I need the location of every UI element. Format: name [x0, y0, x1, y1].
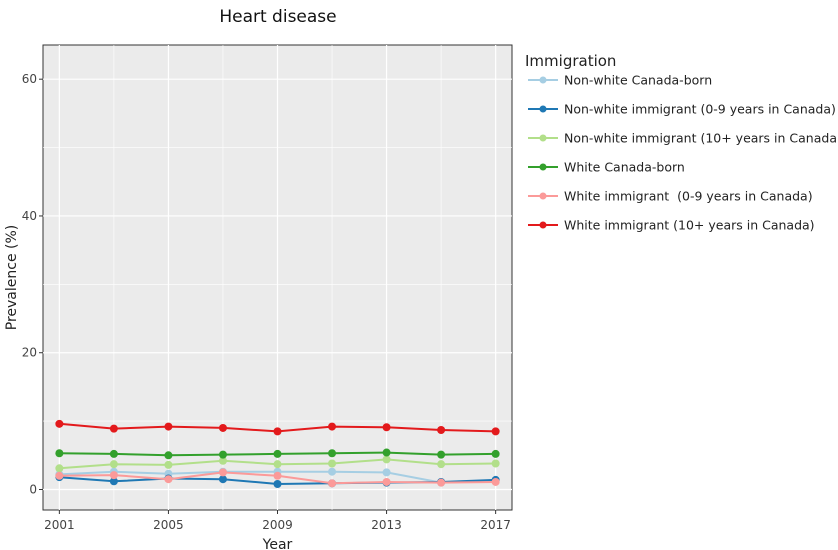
legend-item[interactable]: Non-white immigrant (10+ years in Canada…	[528, 131, 838, 146]
data-point	[55, 449, 64, 458]
data-point	[273, 480, 282, 489]
data-point	[328, 479, 337, 488]
data-point	[328, 449, 337, 458]
data-point	[437, 450, 446, 459]
legend-item[interactable]: Non-white immigrant (0-9 years in Canada…	[528, 102, 836, 117]
data-point	[382, 468, 391, 477]
legend-swatch-marker	[539, 221, 547, 229]
axes: 0 20 40 60 2001 2005 2009 2013 2017	[22, 72, 511, 532]
series-2	[55, 455, 500, 473]
y-tick-label: 40	[22, 209, 37, 223]
legend-item[interactable]: Non-white Canada-born	[528, 73, 712, 88]
data-point	[164, 475, 173, 484]
legend-swatch-marker	[539, 76, 547, 84]
series-layer	[55, 419, 500, 489]
data-point	[164, 460, 173, 469]
legend-swatch-marker	[539, 163, 547, 171]
legend-label: Non-white immigrant (0-9 years in Canada…	[564, 102, 836, 117]
legend-label: White immigrant (0-9 years in Canada)	[564, 189, 813, 204]
data-point	[55, 471, 64, 480]
legend-title: Immigration	[525, 52, 616, 70]
legend-item[interactable]: White Canada-born	[528, 160, 685, 175]
legend-label: White immigrant (10+ years in Canada)	[564, 218, 815, 233]
x-tick-label: 2009	[262, 518, 293, 532]
y-axis-title: Prevalence (%)	[4, 225, 20, 331]
data-point	[55, 419, 64, 428]
x-axis-title: Year	[262, 537, 293, 550]
data-point	[328, 467, 337, 476]
x-tick-label: 2017	[480, 518, 511, 532]
chart-title: Heart disease	[219, 7, 336, 27]
data-point	[109, 424, 118, 433]
data-point	[164, 422, 173, 431]
legend-item[interactable]: White immigrant (0-9 years in Canada)	[528, 189, 813, 204]
data-point	[437, 425, 446, 434]
x-tick-label: 2013	[371, 518, 402, 532]
x-tick-label: 2005	[153, 518, 184, 532]
series-4	[55, 468, 500, 488]
legend-item[interactable]: White immigrant (10+ years in Canada)	[528, 218, 815, 233]
data-point	[437, 460, 446, 469]
data-point	[273, 471, 282, 480]
y-tick-label: 60	[22, 72, 37, 86]
data-point	[491, 459, 500, 468]
data-point	[273, 449, 282, 458]
data-point	[328, 422, 337, 431]
data-point	[109, 471, 118, 480]
data-point	[218, 468, 227, 477]
x-tick-label: 2001	[44, 518, 75, 532]
data-point	[491, 477, 500, 486]
data-point	[218, 456, 227, 465]
data-point	[273, 427, 282, 436]
data-point	[491, 427, 500, 436]
data-point	[109, 477, 118, 486]
data-point	[382, 477, 391, 486]
legend-swatch-marker	[539, 134, 547, 142]
data-point	[218, 450, 227, 459]
data-point	[109, 460, 118, 469]
data-point	[218, 475, 227, 484]
data-point	[164, 451, 173, 460]
y-tick-label: 0	[29, 482, 37, 496]
legend-swatch-marker	[539, 192, 547, 200]
data-point	[382, 423, 391, 432]
legend-label: Non-white immigrant (10+ years in Canada…	[564, 131, 838, 146]
legend-label: Non-white Canada-born	[564, 73, 712, 88]
data-point	[55, 464, 64, 473]
data-point	[218, 423, 227, 432]
data-point	[328, 459, 337, 468]
y-tick-label: 20	[22, 346, 37, 360]
data-point	[437, 478, 446, 487]
data-point	[273, 460, 282, 469]
legend-swatch-marker	[539, 105, 547, 113]
data-point	[109, 449, 118, 458]
legend[interactable]: Immigration Non-white Canada-born Non-whi…	[525, 52, 838, 233]
data-point	[382, 455, 391, 464]
data-point	[491, 449, 500, 458]
data-point	[382, 448, 391, 457]
series-3	[55, 448, 500, 460]
legend-label: White Canada-born	[564, 160, 685, 175]
series-5	[55, 419, 500, 436]
